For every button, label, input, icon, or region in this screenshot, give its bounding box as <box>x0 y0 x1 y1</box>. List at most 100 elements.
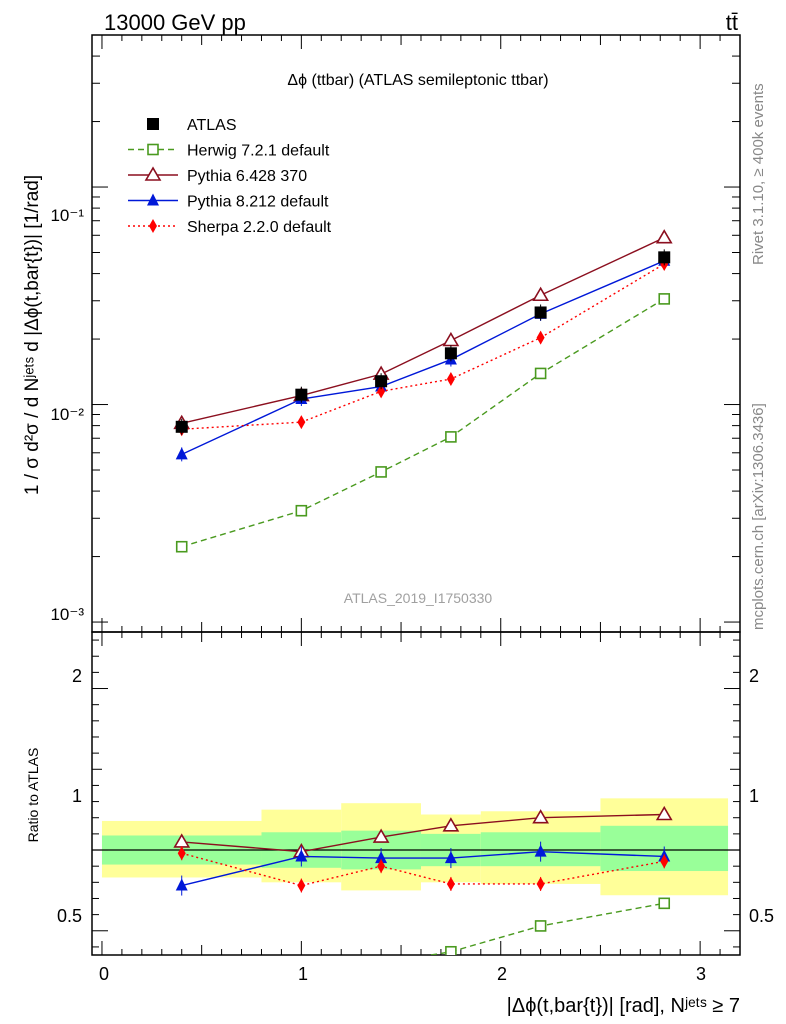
data-point <box>375 375 388 388</box>
main-title: Δϕ (ttbar) (ATLAS semileptonic ttbar) <box>287 72 548 89</box>
data-point <box>297 415 306 430</box>
series-line <box>181 263 665 430</box>
data-point <box>446 876 455 891</box>
ratio-axes <box>91 631 741 956</box>
data-point <box>658 251 671 264</box>
series-line <box>181 850 665 887</box>
data-point <box>375 851 388 864</box>
data-point <box>144 166 162 181</box>
x-tick-label: 0 <box>99 964 109 984</box>
main-y-tick-label: 10⁻¹ <box>50 206 84 225</box>
series-line <box>181 852 665 887</box>
data-point <box>660 854 669 869</box>
series-pythia <box>175 253 671 462</box>
data-point <box>534 306 547 319</box>
ratio-y-tick-label-right: 2 <box>749 666 759 686</box>
data-point <box>532 286 550 302</box>
data-point <box>532 809 550 824</box>
data-point <box>147 143 159 156</box>
legend-entry: ATLAS <box>147 117 237 134</box>
legend-entry: Pythia 6.428 370 <box>128 166 307 185</box>
ratio-bands <box>101 798 729 896</box>
process-label: tt̄ <box>726 10 738 35</box>
data-point <box>377 859 386 874</box>
mcplots-label: mcplots.cern.ch [arXiv:1306.3436] <box>750 403 767 630</box>
x-tick-label: 2 <box>497 964 507 984</box>
data-point <box>377 384 386 399</box>
data-point <box>295 504 308 517</box>
series-line <box>181 260 665 456</box>
series-sherpa <box>177 256 669 437</box>
main-series-group <box>173 229 673 553</box>
ratio-y-tick-labels-right: 0.5 1 2 <box>749 666 774 926</box>
ratio-series-herwig <box>177 897 671 971</box>
data-point <box>372 828 390 843</box>
legend-entry: Sherpa 2.2.0 default <box>128 219 332 236</box>
ratio-series-sherpa <box>177 846 669 893</box>
series-atlas <box>175 249 671 435</box>
ratio-y-tick-label-right: 0.5 <box>749 906 774 926</box>
data-point <box>442 817 460 832</box>
ratio-y-axis-label: Ratio to ATLAS <box>25 748 41 843</box>
data-point <box>445 945 457 955</box>
energy-label: 13000 GeV pp <box>104 10 246 35</box>
data-point <box>177 846 186 861</box>
data-point <box>147 118 159 130</box>
main-panel: Δϕ (ttbar) (ATLAS semileptonic ttbar) 1 … <box>22 34 741 633</box>
main-y-tick-label: 10⁻² <box>50 405 84 424</box>
ratio-y-tick-label: 2 <box>72 666 82 686</box>
data-point <box>175 447 188 460</box>
data-point <box>295 849 308 862</box>
data-point <box>534 844 547 857</box>
series-pythia <box>173 229 673 430</box>
x-tick-labels: 0 1 2 3 <box>99 964 706 984</box>
x-tick-label: 1 <box>298 964 308 984</box>
ratio-y-tick-label-right: 1 <box>749 786 759 806</box>
data-point <box>295 388 308 401</box>
data-point <box>444 851 457 864</box>
data-point <box>658 897 671 910</box>
data-point <box>442 331 460 347</box>
data-point <box>376 958 386 968</box>
legend-label: Herwig 7.2.1 default <box>187 143 330 160</box>
ratio-series-group <box>173 805 673 971</box>
series-line <box>181 298 665 548</box>
main-y-tick-labels: 10⁻³ 10⁻² 10⁻¹ <box>50 206 84 624</box>
data-point <box>147 193 159 206</box>
legend-label: ATLAS <box>187 117 237 134</box>
legend: ATLAS Herwig 7.2.1 default Pythia 6.428 37… <box>128 117 332 236</box>
data-point <box>536 876 545 891</box>
data-point <box>536 330 545 345</box>
ratio-y-tick-labels-left: 0.5 1 2 <box>57 666 82 926</box>
legend-entry: Pythia 8.212 default <box>128 193 329 211</box>
legend-label: Pythia 6.428 370 <box>187 168 307 185</box>
series-line <box>426 902 665 955</box>
ratio-y-tick-label: 0.5 <box>57 906 82 926</box>
data-point <box>534 367 547 380</box>
data-point <box>658 293 671 305</box>
ratio-panel: Ratio to ATLAS 0.5 1 2 0.5 1 2 0 1 2 3 |… <box>25 631 774 1017</box>
data-point <box>445 431 457 443</box>
data-point <box>175 878 188 891</box>
legend-entry: Herwig 7.2.1 default <box>128 143 330 160</box>
data-point <box>655 805 673 821</box>
main-y-tick-label: 10⁻³ <box>50 605 84 624</box>
watermark-label: ATLAS_2019_I1750330 <box>344 590 493 606</box>
series-herwig <box>175 293 671 553</box>
rivet-label: Rivet 3.1.10, ≥ 400k events <box>750 83 767 265</box>
data-point <box>375 466 387 478</box>
x-axis-label: |Δϕ(t,bar{t})| [rad], Nʲᵉᵗˢ ≥ 7 <box>507 995 740 1017</box>
data-point <box>177 961 187 971</box>
data-point <box>534 920 547 932</box>
ratio-frame <box>91 631 741 956</box>
ratio-y-tick-label: 1 <box>72 786 82 806</box>
data-point <box>297 878 306 893</box>
ratio-series-pythia <box>175 841 671 896</box>
data-point <box>655 229 673 244</box>
data-point <box>175 420 188 433</box>
series-line <box>181 237 665 424</box>
legend-label: Pythia 8.212 default <box>187 194 329 211</box>
main-y-axis-label: 1 / σ d²σ / d Nʲᵉᵗˢ d |Δϕ(t,bar{t})| [1/… <box>22 175 43 495</box>
data-point <box>149 219 157 233</box>
